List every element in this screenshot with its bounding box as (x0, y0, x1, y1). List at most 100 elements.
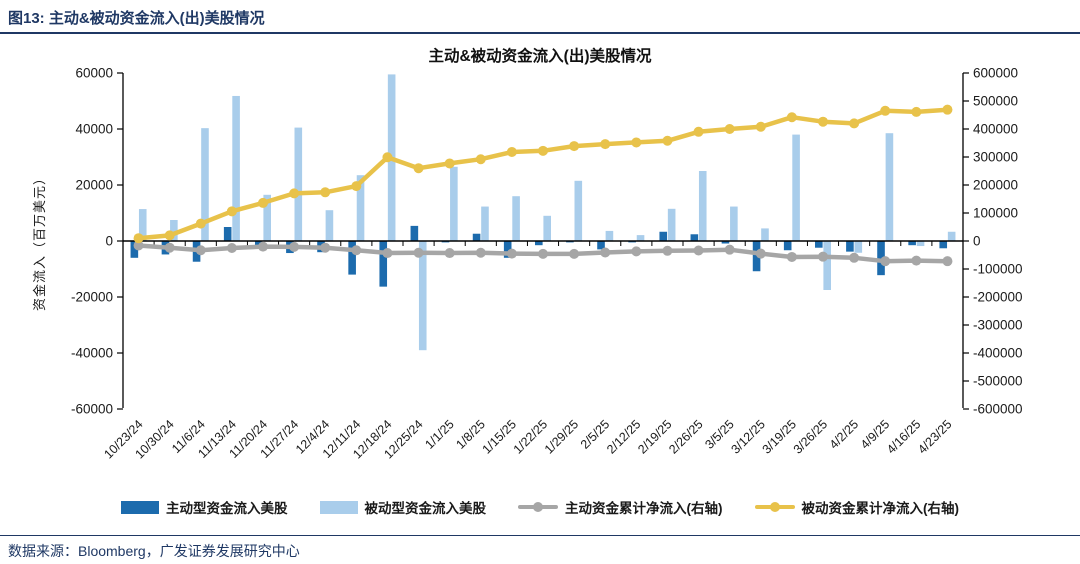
right-axis-tick-label: -300000 (973, 318, 1023, 333)
passive-flow-bar (356, 175, 365, 241)
line-marker (351, 181, 362, 192)
passive-flow-bar (418, 241, 427, 351)
line-marker (195, 245, 206, 256)
line-marker (786, 251, 797, 262)
x-axis-label: 2/19/25 (635, 417, 674, 456)
passive-flow-bar (636, 235, 645, 241)
line-marker (320, 187, 331, 198)
active-flow-bar (472, 233, 481, 241)
active-flow-bar (535, 241, 543, 246)
passive-flow-bar (170, 220, 178, 241)
active-flow-bar (223, 227, 232, 241)
line-marker (818, 251, 828, 262)
line-marker (724, 124, 735, 134)
left-axis-tick-label: 0 (105, 234, 113, 249)
active-flow-bar (783, 241, 792, 251)
right-axis-tick-label: -500000 (973, 374, 1023, 389)
left-axis-title: 资金流入（百万美元） (32, 171, 47, 311)
right-axis: -600000 -500000 -400000 -300000 -200000 -1000… (962, 66, 1023, 417)
passive-flow-bar (512, 196, 520, 241)
x-axis-label: 3/12/25 (729, 417, 768, 456)
line-marker (258, 197, 268, 208)
line-marker (133, 240, 144, 251)
passive-flow-bar (698, 171, 707, 241)
active-flow-bar (503, 241, 512, 258)
line-marker (818, 116, 828, 127)
legend-item-2: 主动资金累计净流入(右轴) (518, 497, 723, 517)
line-marker (569, 248, 580, 259)
passive-flow-bar (543, 215, 551, 241)
right-axis-tick-label: -200000 (973, 290, 1023, 305)
legend-swatch (121, 500, 159, 514)
line-marker (538, 145, 548, 156)
passive-flow-bar (450, 166, 458, 241)
passive-flow-bar (294, 127, 303, 241)
line-marker (320, 242, 331, 253)
left-axis-tick-label: -20000 (71, 290, 113, 305)
line-marker (942, 256, 953, 267)
passive-flow-bar (263, 194, 271, 241)
x-axis-label: 2/26/25 (666, 417, 705, 456)
x-axis-label: 4/2/25 (827, 417, 862, 452)
combo-chart: -60000-40000-200000200004000060000资金流入（百… (32, 66, 1023, 462)
left-axis-tick-label: -40000 (71, 346, 113, 361)
line-marker (382, 152, 393, 163)
left-axis-tick-label: 60000 (75, 66, 113, 81)
legend-label: 主动资金累计净流入(右轴) (565, 501, 723, 516)
line-marker (475, 247, 486, 258)
legend-line-marker (754, 501, 795, 514)
bar-series (130, 74, 956, 351)
passive-flow-bar (232, 95, 240, 242)
zero-axis (122, 240, 964, 246)
line-marker (693, 245, 704, 256)
active-flow-bar (721, 241, 730, 244)
line-marker (444, 248, 455, 259)
passive-flow-bar (201, 128, 209, 241)
line-marker (506, 146, 517, 157)
line-marker (942, 104, 953, 115)
line-marker (631, 137, 642, 148)
active-flow-bar (348, 241, 356, 275)
line-marker (880, 105, 891, 116)
line-marker (226, 243, 237, 253)
passive-flow-bar (667, 208, 676, 241)
passive-flow-bar (730, 206, 738, 241)
right-axis-tick-label: 0 (973, 234, 981, 249)
right-axis-tick-label: 400000 (973, 122, 1018, 137)
active-flow-bar (255, 241, 263, 246)
line-marker (600, 247, 611, 258)
right-axis-tick-label: 200000 (973, 178, 1018, 193)
passive-flow-bar (481, 206, 489, 241)
x-axis-labels: 10/23/2410/30/2411/6/2411/13/2411/20/241… (101, 417, 954, 461)
line-marker (755, 121, 766, 132)
x-axis-label: 4/16/25 (884, 417, 923, 456)
line-marker (413, 163, 424, 174)
line-marker (258, 241, 268, 252)
passive-flow-bar (761, 228, 769, 241)
line-marker (413, 247, 424, 258)
line-marker (164, 242, 175, 253)
legend-label: 被动型资金流入美股 (364, 501, 487, 516)
chart-title: 主动&被动资金流入(出)美股情况 (428, 48, 652, 65)
figure-title: 图13: 主动&被动资金流入(出)美股情况 (8, 10, 265, 27)
active-flow-bar (130, 241, 139, 258)
right-axis-tick-label: 500000 (973, 94, 1018, 109)
line-marker (133, 233, 144, 244)
line-marker (849, 118, 860, 129)
passive-flow-bar (947, 231, 956, 241)
data-source: 数据来源：Bloomberg，广发证券发展研究中心 (8, 543, 300, 559)
line-marker (195, 218, 206, 229)
line-marker (382, 248, 393, 259)
active-flow-bar (846, 241, 854, 252)
line-marker (693, 126, 704, 137)
line-marker (880, 256, 891, 267)
active-flow-bar (690, 234, 699, 241)
x-axis-label: 3/19/25 (760, 417, 799, 456)
line-marker (351, 245, 362, 256)
left-axis: -60000 -40000 -20000 0 20000 40000 60000 资金流入（百… (32, 66, 124, 417)
right-axis-tick-label: 600000 (973, 66, 1018, 81)
line-marker (569, 141, 580, 152)
active-flow-bar (659, 231, 668, 241)
header-divider (0, 32, 1080, 34)
line-marker (662, 135, 673, 146)
